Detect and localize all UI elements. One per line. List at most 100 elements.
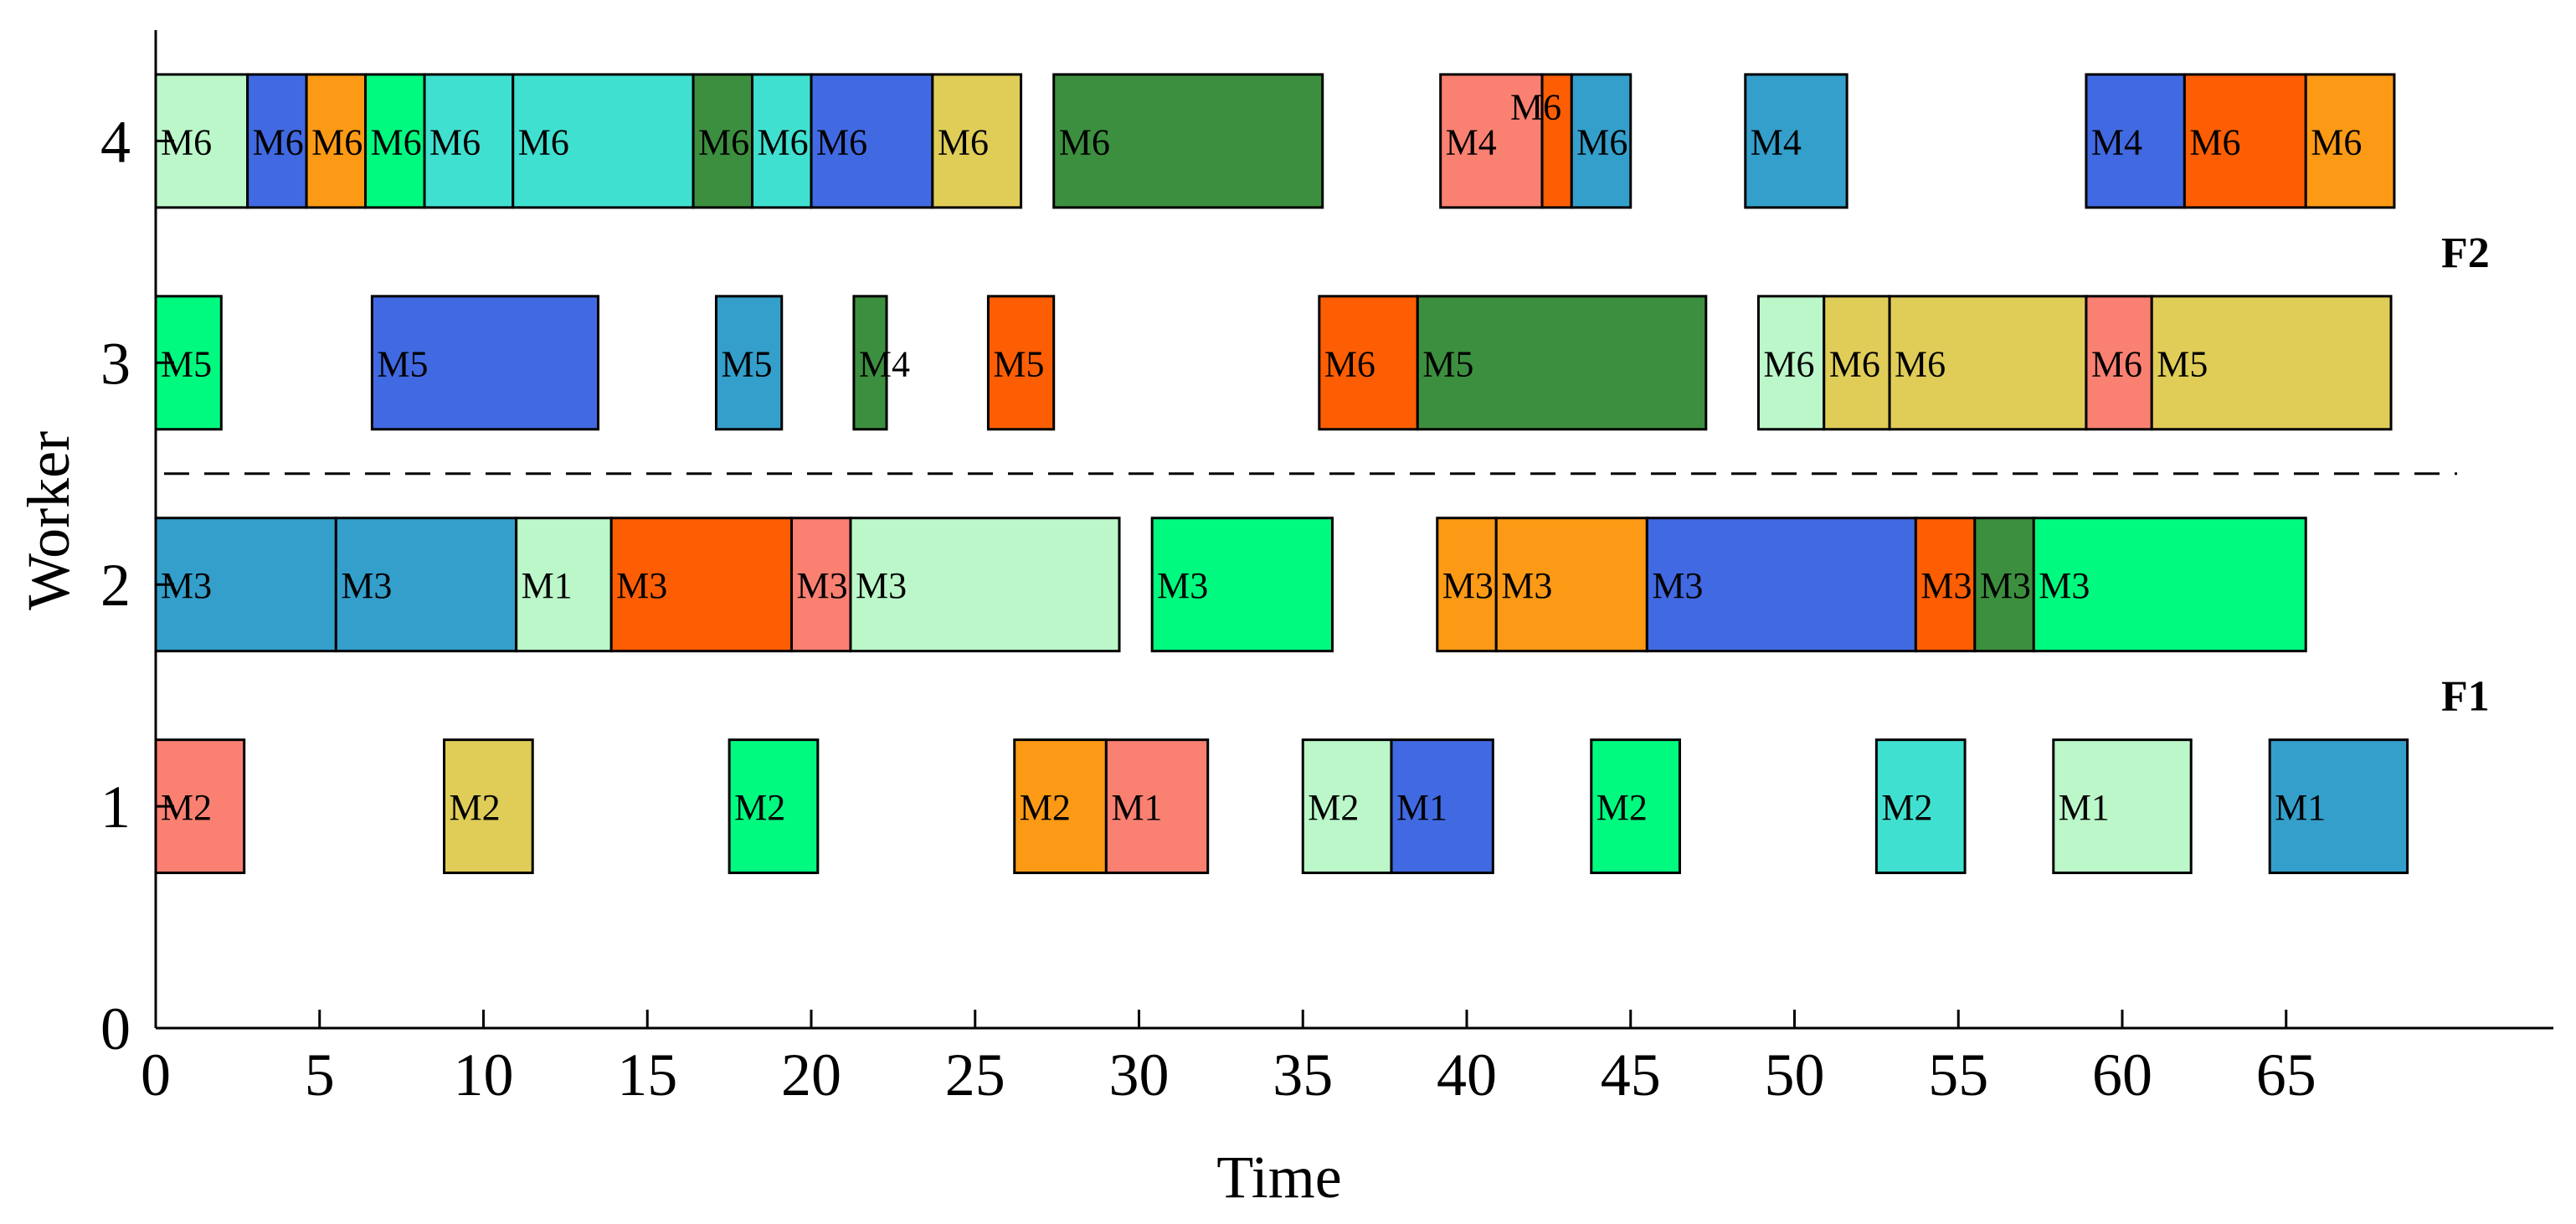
task-label: M6 xyxy=(429,121,481,162)
task-label: M6 xyxy=(1829,343,1880,384)
task-bar xyxy=(1390,738,1494,875)
task-bar xyxy=(1052,73,1324,209)
task-label: M2 xyxy=(450,787,501,828)
task-label: M1 xyxy=(1396,787,1447,828)
task-label: M3 xyxy=(616,565,667,606)
task-bar xyxy=(443,738,534,875)
task-label: M5 xyxy=(2157,343,2208,384)
task-label: M3 xyxy=(1501,565,1552,606)
task-label: M3 xyxy=(1652,565,1703,606)
task-bar xyxy=(1439,73,1544,209)
y-tick-label: 0 xyxy=(100,995,131,1062)
task-label: M4 xyxy=(2091,121,2142,162)
task-bar xyxy=(364,73,426,209)
ticks-layer: 0 5 10 15 20 25 30 35 40 45 50 55 60 65 0 1 2 3 4 xyxy=(100,108,2316,1108)
task-bar xyxy=(1973,517,2035,653)
y-tick-label: 4 xyxy=(100,108,131,175)
task-label: M3 xyxy=(1157,565,1208,606)
x-tick-label: 35 xyxy=(1273,1041,1333,1108)
task-bar xyxy=(154,517,337,653)
task-label: M1 xyxy=(522,565,573,606)
task-bar xyxy=(609,517,794,653)
x-tick-label: 40 xyxy=(1437,1041,1497,1108)
task-label: M6 xyxy=(311,121,362,162)
task-bar xyxy=(1645,517,1917,653)
task-label: M4 xyxy=(859,343,910,384)
task-bar xyxy=(852,295,888,431)
task-bar xyxy=(931,73,1023,209)
task-bar xyxy=(1874,738,1967,875)
task-label: M6 xyxy=(253,121,304,162)
task-label: M6 xyxy=(1324,343,1375,384)
task-label: M3 xyxy=(1442,565,1494,606)
task-label: M6 xyxy=(816,121,867,162)
task-label: M6 xyxy=(698,121,749,162)
x-tick-label: 60 xyxy=(2092,1041,2152,1108)
task-label: M2 xyxy=(1020,787,1071,828)
y-tick-label: 3 xyxy=(100,330,131,397)
factory-label: F2 xyxy=(2441,229,2490,277)
task-bar xyxy=(305,73,368,209)
task-bar xyxy=(1540,73,1573,209)
axes-layer xyxy=(154,30,2553,1030)
task-label: M6 xyxy=(518,121,569,162)
y-tick-label: 1 xyxy=(100,774,131,841)
task-label: M6 xyxy=(2311,121,2362,162)
task-label: M6 xyxy=(2189,121,2240,162)
task-bar xyxy=(154,738,246,875)
x-tick-label: 50 xyxy=(1765,1041,1825,1108)
task-label: M2 xyxy=(734,787,785,828)
x-tick-label: 0 xyxy=(141,1041,171,1108)
task-bar xyxy=(1104,738,1210,875)
x-axis-title: Time xyxy=(1216,1144,1341,1211)
task-bar xyxy=(849,517,1121,653)
task-label: M6 xyxy=(1576,121,1627,162)
task-bar xyxy=(1570,73,1632,209)
task-bar xyxy=(370,295,600,431)
task-bar xyxy=(1318,295,1419,431)
task-label: M3 xyxy=(1980,565,2031,606)
factory-labels: F2 F1 xyxy=(2441,229,2490,721)
task-label: M6 xyxy=(371,121,422,162)
task-label: M4 xyxy=(1446,121,1497,162)
task-bar xyxy=(2052,738,2193,875)
task-label: M1 xyxy=(1111,787,1162,828)
task-bar xyxy=(1301,738,1393,875)
task-label: M3 xyxy=(856,565,907,606)
task-bar xyxy=(2304,73,2396,209)
task-bar xyxy=(1416,295,1708,431)
task-bar xyxy=(1744,73,1848,209)
x-tick-label: 25 xyxy=(945,1041,1005,1108)
task-label: M1 xyxy=(2059,787,2110,828)
task-label: M6 xyxy=(758,121,809,162)
task-bar xyxy=(2150,295,2393,431)
task-bar xyxy=(2085,73,2186,209)
task-label: M1 xyxy=(2275,787,2326,828)
x-tick-label: 65 xyxy=(2256,1041,2316,1108)
task-bar xyxy=(751,73,813,209)
task-bar xyxy=(512,73,695,209)
task-bar xyxy=(1150,517,1334,653)
task-bar xyxy=(1013,738,1108,875)
task-bar xyxy=(692,73,754,209)
task-bar xyxy=(423,73,515,209)
x-tick-label: 15 xyxy=(617,1041,677,1108)
task-bar xyxy=(790,517,852,653)
task-label: M6 xyxy=(1763,343,1814,384)
task-label: M2 xyxy=(1881,787,1932,828)
task-bar xyxy=(986,295,1056,431)
factory-label: F1 xyxy=(2441,673,2490,721)
task-bar xyxy=(1756,295,1826,431)
task-label: M6 xyxy=(938,121,989,162)
task-bar xyxy=(2032,517,2307,653)
y-axis-title: Worker xyxy=(15,431,82,610)
task-label: M5 xyxy=(1422,343,1473,384)
task-label: M6 xyxy=(1510,86,1561,127)
task-label: M2 xyxy=(1597,787,1648,828)
task-bar xyxy=(334,517,518,653)
task-label: M4 xyxy=(1751,121,1802,162)
task-label: M5 xyxy=(721,343,772,384)
x-tick-label: 5 xyxy=(305,1041,335,1108)
task-label: M3 xyxy=(1920,565,1972,606)
